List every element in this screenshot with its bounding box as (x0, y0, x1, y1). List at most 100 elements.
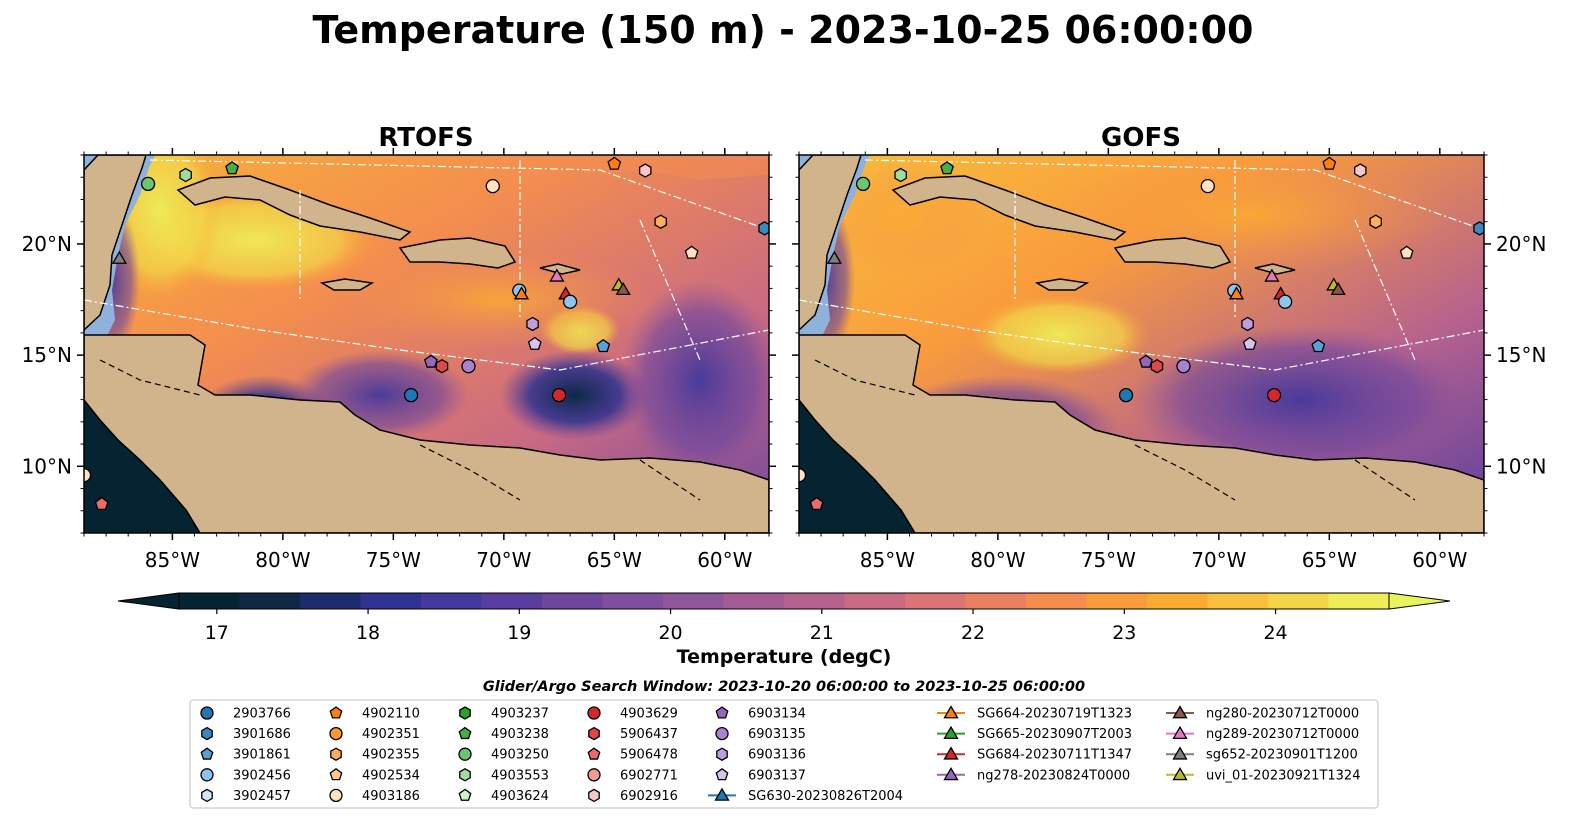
land-central-south-america-gofs (799, 334, 1484, 533)
colorbar-swatch (1026, 593, 1088, 609)
colorbar-swatch (360, 593, 422, 609)
float-marker-rtofs-3 (607, 156, 622, 170)
float-marker-rtofs-26 (84, 468, 92, 483)
legend-label: 3902457 (233, 789, 291, 804)
legend-marker (715, 767, 729, 781)
float-marker-rtofs-21 (435, 358, 449, 374)
legend-item: 4902534 (329, 767, 420, 783)
legend-item: 5906478 (587, 747, 678, 763)
legend-item: 4902351 (329, 726, 420, 742)
legend-label: 6903135 (748, 727, 806, 742)
legend-item: 3902457 (201, 788, 291, 804)
country-borders-rtofs (99, 359, 701, 501)
colorbar-tick-label: 21 (810, 622, 834, 644)
land-yucatan-gofs (799, 155, 862, 332)
panel-title-rtofs: RTOFS (378, 123, 473, 153)
legend-item: 5906437 (588, 726, 678, 742)
float-marker-gofs-17 (1241, 316, 1254, 332)
lon-tick-label-rtofs: 65°W (587, 548, 642, 572)
float-marker-rtofs-5 (485, 178, 500, 194)
colorbar-swatch (1328, 593, 1390, 609)
float-marker-rtofs-9 (111, 250, 127, 264)
legend-label: 6902916 (620, 789, 678, 804)
panel-gofs: GOFS 85°W 80°W 75°W 70°W 65°W 60°W 10°N 15°N 20°… (792, 123, 1546, 572)
land-jamaica-gofs (1034, 278, 1090, 291)
colorbar-under-arrow (117, 592, 180, 610)
legend-marker (588, 788, 600, 803)
float-marker-rtofs-6 (654, 214, 667, 229)
legend-marker (458, 747, 472, 761)
float-marker-gofs-1 (894, 167, 907, 183)
legend-label: ng289-20230712T0000 (1206, 727, 1359, 742)
search-window-text: Glider/Argo Search Window: 2023-10-20 06… (483, 679, 1085, 695)
legend-item: 6903135 (715, 726, 806, 742)
legend-item: 4903186 (329, 788, 420, 804)
legend-marker (943, 705, 959, 719)
colorbar-swatch (300, 593, 362, 609)
legend-marker (1172, 705, 1188, 719)
legend-item: 4902355 (330, 747, 420, 763)
legend-item: sg652-20230901T1200 (1166, 746, 1358, 763)
ticks-rtofs: 85°W 80°W 75°W 70°W 65°W 60°W 10°N 15°N 20°N (22, 148, 776, 572)
colorbar-tick-label: 20 (658, 622, 682, 644)
legend-label: 2903766 (233, 707, 291, 722)
lon-tick-label-gofs: 75°W (1081, 548, 1136, 572)
float-marker-rtofs-8 (684, 245, 699, 259)
legend-box (189, 699, 1379, 809)
legend-marker (587, 768, 601, 782)
float-marker-gofs-21 (1150, 358, 1164, 374)
legend-marker (329, 726, 343, 741)
float-marker-rtofs-16 (562, 294, 578, 309)
float-marker-gofs-24 (1266, 387, 1282, 403)
legend-marker (329, 767, 343, 781)
legend-label: 4903237 (491, 707, 549, 722)
lon-tick-label-rtofs: 80°W (255, 548, 310, 572)
warm-band-rtofs (340, 250, 660, 350)
float-marker-gofs-2 (940, 161, 954, 175)
legend-marker (943, 767, 959, 781)
lon-tick-label-gofs: 80°W (970, 548, 1025, 572)
legend-marker (201, 726, 213, 741)
map-frame-gofs (798, 154, 1485, 534)
map-frame-rtofs (83, 154, 770, 534)
legend-label: SG664-20230719T1323 (977, 707, 1132, 722)
lat-tick-label-gofs: 10°N (1496, 454, 1546, 478)
colorbar-swatch (239, 593, 301, 609)
float-marker-gofs-19 (1311, 338, 1326, 353)
legend-marker (329, 788, 343, 803)
colorbar-swatch (1086, 593, 1148, 609)
float-marker-rtofs-22 (461, 359, 476, 374)
markers-gofs (799, 156, 1484, 511)
float-marker-gofs-0 (855, 176, 871, 192)
legend-label: 3901861 (233, 748, 291, 763)
legend-marker (587, 706, 601, 720)
legend-item: 2903766 (200, 706, 291, 722)
float-marker-rtofs-23 (403, 387, 419, 403)
legend-item: 4903629 (587, 706, 678, 722)
float-marker-gofs-4 (1353, 163, 1367, 178)
legend-marker (716, 747, 728, 761)
colorbar-swatches (117, 592, 1451, 610)
legend-label: 6903137 (748, 768, 806, 783)
float-marker-gofs-7 (1473, 221, 1484, 236)
warm-core-central-gofs (970, 295, 1150, 375)
map-gofs (799, 155, 1484, 533)
legend-marker (715, 726, 729, 741)
colorbar-swatch (723, 593, 785, 609)
float-marker-gofs-5 (1200, 178, 1215, 194)
colorbar-swatch (179, 593, 241, 609)
float-marker-gofs-25 (809, 496, 824, 511)
legend-label: ng280-20230712T0000 (1206, 707, 1359, 722)
legend-label: ng278-20230824T0000 (977, 768, 1130, 783)
land-central-south-america-rtofs (84, 334, 769, 533)
legend-item: 6903134 (715, 706, 806, 722)
legend-marker (1172, 725, 1188, 739)
legend-label: 6903134 (748, 707, 806, 722)
colorbar-frame (178, 592, 1390, 610)
land-puerto-rico-rtofs (539, 263, 581, 275)
float-marker-rtofs-17 (526, 316, 539, 332)
legend-item: 6902771 (587, 768, 678, 783)
lat-tick-label-gofs: 20°N (1496, 232, 1546, 256)
float-marker-rtofs-25 (94, 496, 109, 511)
legend-marker (1172, 767, 1188, 781)
